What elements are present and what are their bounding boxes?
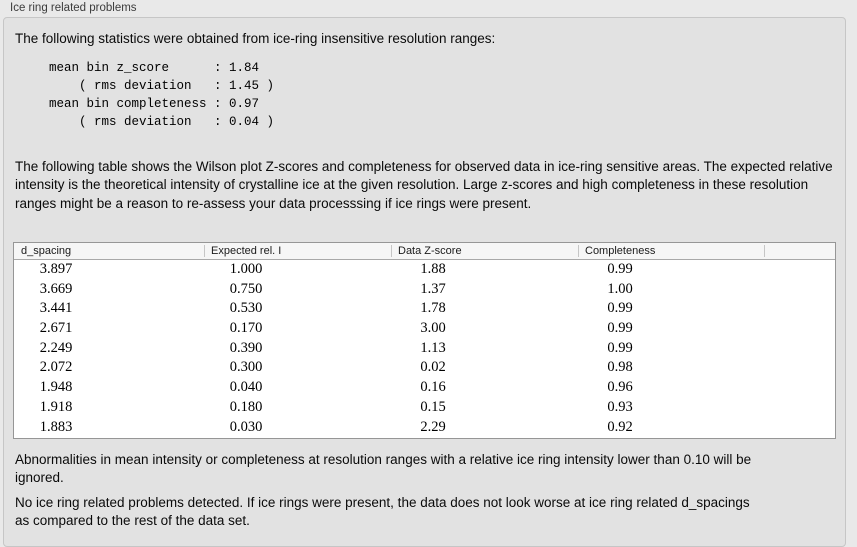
table-cell: 3.00 (420, 320, 446, 337)
table-row[interactable]: 1.918 0.180 0.15 0.93 (14, 398, 835, 418)
table-cell: 1.918 (39, 398, 73, 415)
column-header-completeness[interactable]: Completeness (578, 243, 764, 259)
intro-text: The following statistics were obtained f… (15, 31, 496, 46)
footnote-ignore-threshold: Abnormalities in mean intensity or compl… (15, 452, 752, 486)
table-cell: 2.249 (39, 339, 73, 356)
table-cell: 0.02 (420, 359, 446, 376)
table-cell: 1.883 (39, 418, 73, 435)
table-cell: 2.671 (39, 320, 73, 337)
table-row[interactable]: 1.948 0.040 0.16 0.96 (14, 378, 835, 398)
column-header-d-spacing[interactable]: d_spacing (21, 245, 72, 257)
table-row[interactable]: 2.072 0.300 0.02 0.98 (14, 358, 835, 378)
table-row[interactable]: 3.441 0.530 1.78 0.99 (14, 299, 835, 319)
table-cell: 0.99 (607, 261, 633, 277)
table-cell: 2.29 (420, 418, 446, 435)
table-row[interactable]: 2.249 0.390 1.13 0.99 (14, 339, 835, 359)
table-cell: 2.072 (39, 359, 73, 376)
table-header: d_spacing Expected rel. I Data Z-score Comp… (14, 243, 835, 260)
table-cell: 1.00 (607, 280, 633, 297)
table-cell: 1.37 (420, 280, 446, 297)
table-row[interactable]: 1.883 0.030 2.29 0.92 (14, 418, 835, 438)
table-cell: 0.99 (607, 300, 633, 317)
table-cell: 0.99 (607, 339, 633, 356)
table-cell: 0.16 (420, 379, 446, 396)
table-cell: 0.170 (229, 320, 263, 337)
table-row[interactable]: 3.669 0.750 1.37 1.00 (14, 280, 835, 300)
table-cell: 1.13 (420, 339, 446, 356)
table-cell: 3.441 (39, 300, 73, 317)
table-cell: 0.99 (607, 320, 633, 337)
table-cell: 1.88 (420, 261, 446, 277)
ice-ring-table: d_spacing Expected rel. I Data Z-score Comp… (13, 242, 836, 439)
table-cell: 0.15 (420, 398, 446, 415)
column-header-data-z-score[interactable]: Data Z-score (391, 243, 578, 259)
table-cell: 0.030 (229, 418, 263, 435)
table-cell: 0.390 (229, 339, 263, 356)
table-cell: 0.530 (229, 300, 263, 317)
table-cell: 0.300 (229, 359, 263, 376)
panel-title: Ice ring related problems (10, 2, 137, 14)
column-header-filler (764, 243, 835, 259)
stats-block: mean bin z_score : 1.84 ( rms deviation … (49, 61, 275, 129)
conclusion-text: No ice ring related problems detected. I… (15, 495, 750, 529)
column-header-expected-rel-i[interactable]: Expected rel. I (204, 243, 391, 259)
table-cell: 0.750 (229, 280, 263, 297)
table-cell: 1.948 (39, 379, 73, 396)
table-cell: 0.93 (607, 398, 633, 415)
table-cell: 0.040 (229, 379, 263, 396)
table-cell: 1.78 (420, 300, 446, 317)
table-row[interactable]: 2.671 0.170 3.00 0.99 (14, 319, 835, 339)
table-cell: 0.98 (607, 359, 633, 376)
description-text: The following table shows the Wilson plo… (15, 159, 833, 211)
table-cell: 3.897 (39, 261, 73, 277)
table-row[interactable]: 3.897 1.000 1.88 0.99 (14, 260, 835, 280)
table-cell: 0.96 (607, 379, 633, 396)
ice-ring-group-box: The following statistics were obtained f… (3, 17, 846, 547)
table-body: 3.897 1.000 1.88 0.99 3.669 0.750 1.37 1.00 3.44… (14, 260, 835, 437)
table-cell: 0.92 (607, 418, 633, 435)
table-cell: 3.669 (39, 280, 73, 297)
table-cell: 1.000 (229, 261, 263, 277)
table-cell: 0.180 (229, 398, 263, 415)
